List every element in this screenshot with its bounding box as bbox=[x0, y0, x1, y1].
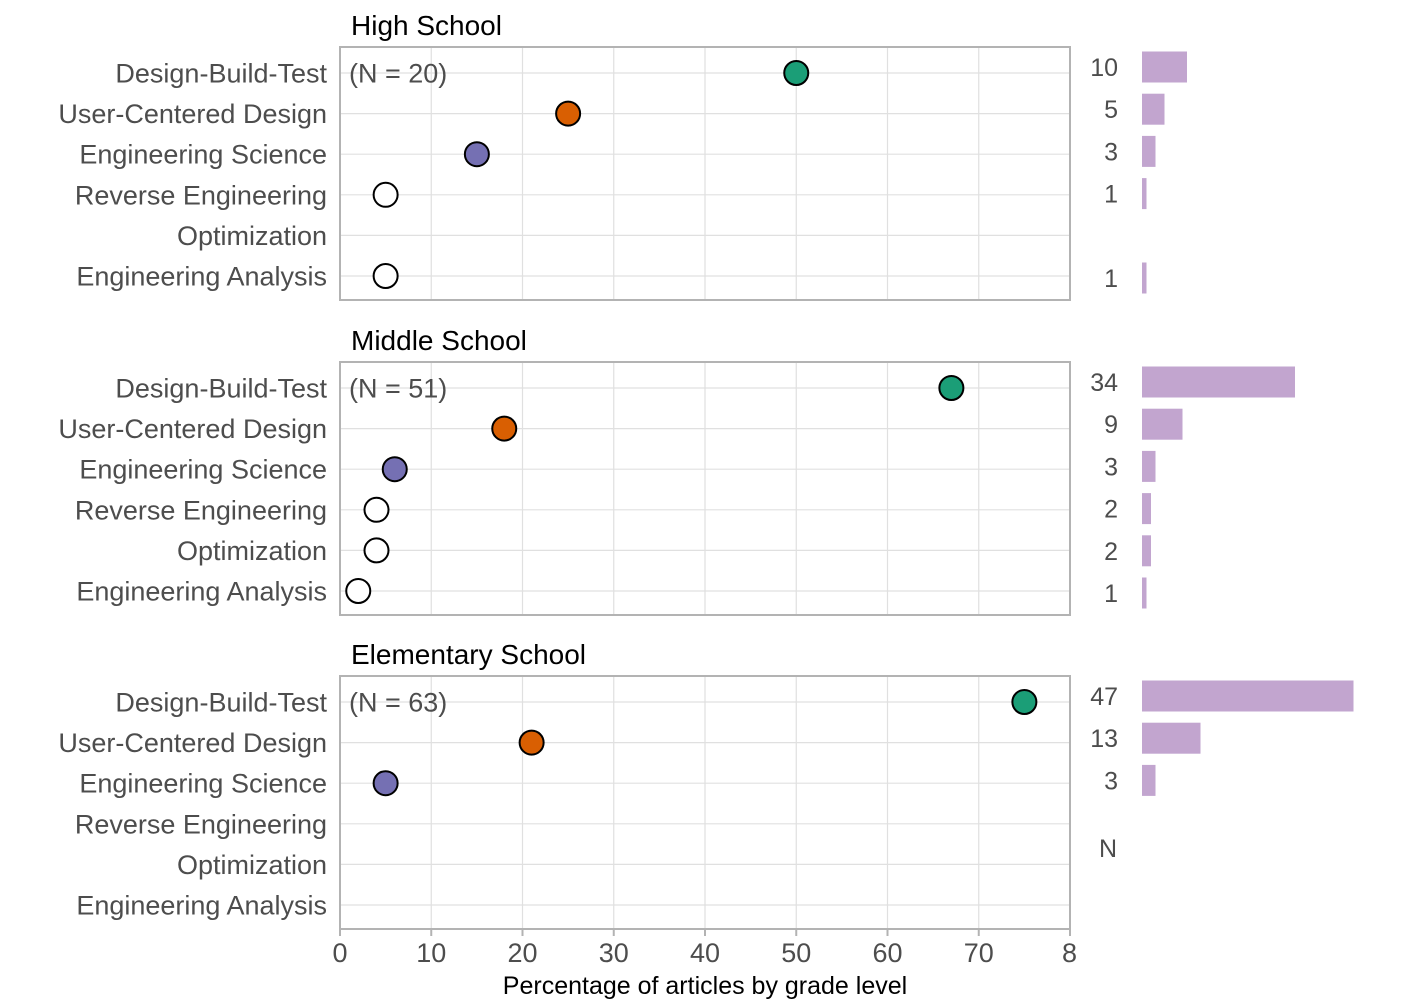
x-tick-label: 70 bbox=[964, 938, 994, 968]
data-point bbox=[372, 263, 399, 289]
data-point bbox=[518, 729, 545, 756]
panel-high-school: High School Design-Build-Test User-Centere… bbox=[58, 10, 1187, 301]
category-label: Engineering Science bbox=[79, 140, 327, 170]
plot-root: High School Design-Build-Test User-Centere… bbox=[58, 10, 1354, 968]
count-bar bbox=[1142, 93, 1165, 125]
panel-middle-school: Middle School Design-Build-Test User-Cente… bbox=[58, 325, 1295, 616]
count-bar bbox=[1142, 51, 1187, 83]
count-bar bbox=[1142, 722, 1201, 754]
count-label: 1 bbox=[1104, 265, 1118, 293]
x-tick-label: 20 bbox=[507, 938, 537, 968]
x-tick-label: 10 bbox=[416, 938, 446, 968]
count-label: 5 bbox=[1104, 96, 1118, 124]
category-label: Design-Build-Test bbox=[115, 688, 327, 718]
count-label: 34 bbox=[1090, 369, 1118, 397]
count-bar bbox=[1142, 764, 1156, 796]
category-label: User-Centered Design bbox=[58, 728, 327, 758]
panel-frame bbox=[339, 46, 1071, 301]
count-label: 9 bbox=[1104, 411, 1118, 439]
x-tick-label: 0 bbox=[332, 938, 347, 968]
data-point bbox=[345, 578, 372, 604]
panel-title: Elementary School bbox=[351, 639, 586, 670]
count-label: 3 bbox=[1104, 138, 1118, 166]
x-tick-label: 40 bbox=[690, 938, 720, 968]
category-label: Optimization bbox=[177, 221, 327, 251]
count-bar bbox=[1142, 450, 1156, 482]
data-point bbox=[463, 141, 490, 168]
data-point bbox=[363, 496, 390, 523]
data-point bbox=[372, 181, 399, 208]
count-label: 1 bbox=[1104, 181, 1118, 209]
count-label: 2 bbox=[1104, 496, 1118, 524]
category-label: Design-Build-Test bbox=[115, 374, 327, 404]
count-bar bbox=[1142, 135, 1156, 167]
data-point bbox=[491, 415, 518, 442]
category-label: Design-Build-Test bbox=[115, 59, 327, 89]
count-label: 1 bbox=[1104, 580, 1118, 608]
count-label: 3 bbox=[1104, 767, 1118, 795]
panel-n-label: (N = 20) bbox=[349, 59, 447, 89]
data-point bbox=[372, 770, 399, 797]
data-point bbox=[381, 456, 408, 483]
count-bar bbox=[1142, 577, 1147, 609]
category-label: Engineering Analysis bbox=[76, 262, 327, 292]
panel-frame bbox=[339, 361, 1071, 616]
count-bar bbox=[1142, 535, 1151, 567]
category-label: Engineering Science bbox=[79, 455, 327, 485]
count-label: 2 bbox=[1104, 538, 1118, 566]
category-label: User-Centered Design bbox=[58, 414, 327, 444]
data-point bbox=[555, 100, 582, 127]
panel-title: High School bbox=[351, 10, 502, 41]
count-bar bbox=[1142, 493, 1151, 525]
data-point bbox=[363, 537, 390, 564]
count-column-header: N bbox=[1099, 835, 1117, 863]
category-label: User-Centered Design bbox=[58, 99, 327, 129]
data-point bbox=[938, 375, 965, 401]
x-tick-label: 30 bbox=[599, 938, 629, 968]
x-tick-label: 50 bbox=[781, 938, 811, 968]
count-bar bbox=[1142, 680, 1354, 712]
x-tick-label: 8 bbox=[1062, 938, 1077, 968]
category-label: Reverse Engineering bbox=[75, 495, 327, 525]
count-bar bbox=[1142, 408, 1183, 440]
count-label: 47 bbox=[1090, 683, 1118, 711]
category-label: Engineering Science bbox=[79, 769, 327, 799]
count-bar bbox=[1142, 178, 1147, 210]
x-tick-label: 60 bbox=[872, 938, 902, 968]
count-bar bbox=[1142, 262, 1147, 294]
panel-elementary-school: Elementary School Design-Build-Test User-C… bbox=[58, 639, 1354, 930]
category-label: Reverse Engineering bbox=[75, 809, 327, 839]
data-point bbox=[1011, 689, 1038, 715]
count-label: 3 bbox=[1104, 453, 1118, 481]
panel-title: Middle School bbox=[351, 325, 527, 356]
count-label: 10 bbox=[1090, 54, 1118, 82]
x-axis-title: Percentage of articles by grade level bbox=[503, 972, 907, 1000]
panel-n-label: (N = 51) bbox=[349, 374, 447, 404]
category-label: Optimization bbox=[177, 850, 327, 880]
category-label: Reverse Engineering bbox=[75, 180, 327, 210]
data-point bbox=[783, 60, 810, 86]
panel-n-label: (N = 63) bbox=[349, 688, 447, 718]
count-bar bbox=[1142, 366, 1295, 398]
category-label: Optimization bbox=[177, 536, 327, 566]
category-label: Engineering Analysis bbox=[76, 891, 327, 921]
count-label: 13 bbox=[1090, 725, 1118, 753]
category-label: Engineering Analysis bbox=[76, 577, 327, 607]
